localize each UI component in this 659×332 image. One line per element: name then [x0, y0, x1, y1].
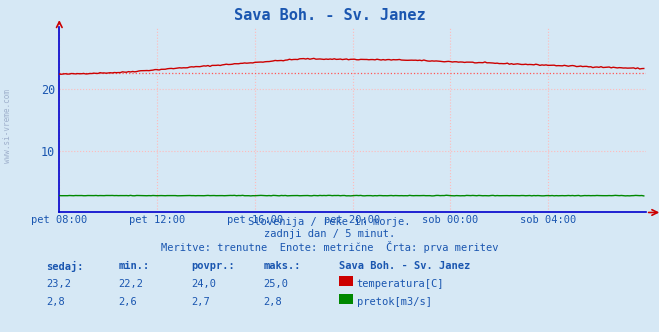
- Text: 25,0: 25,0: [264, 279, 289, 289]
- Text: 2,6: 2,6: [119, 297, 137, 307]
- Text: 22,2: 22,2: [119, 279, 144, 289]
- Text: 24,0: 24,0: [191, 279, 216, 289]
- Text: 23,2: 23,2: [46, 279, 71, 289]
- Text: 2,7: 2,7: [191, 297, 210, 307]
- Text: 2,8: 2,8: [46, 297, 65, 307]
- Text: 2,8: 2,8: [264, 297, 282, 307]
- Text: www.si-vreme.com: www.si-vreme.com: [3, 89, 13, 163]
- Text: povpr.:: povpr.:: [191, 261, 235, 271]
- Text: zadnji dan / 5 minut.: zadnji dan / 5 minut.: [264, 229, 395, 239]
- Text: Sava Boh. - Sv. Janez: Sava Boh. - Sv. Janez: [234, 8, 425, 23]
- Text: maks.:: maks.:: [264, 261, 301, 271]
- Text: Meritve: trenutne  Enote: metrične  Črta: prva meritev: Meritve: trenutne Enote: metrične Črta: …: [161, 241, 498, 253]
- Text: temperatura[C]: temperatura[C]: [357, 279, 444, 289]
- Text: min.:: min.:: [119, 261, 150, 271]
- Text: pretok[m3/s]: pretok[m3/s]: [357, 297, 432, 307]
- Text: Sava Boh. - Sv. Janez: Sava Boh. - Sv. Janez: [339, 261, 471, 271]
- Text: Slovenija / reke in morje.: Slovenija / reke in morje.: [248, 217, 411, 227]
- Text: sedaj:: sedaj:: [46, 261, 84, 272]
